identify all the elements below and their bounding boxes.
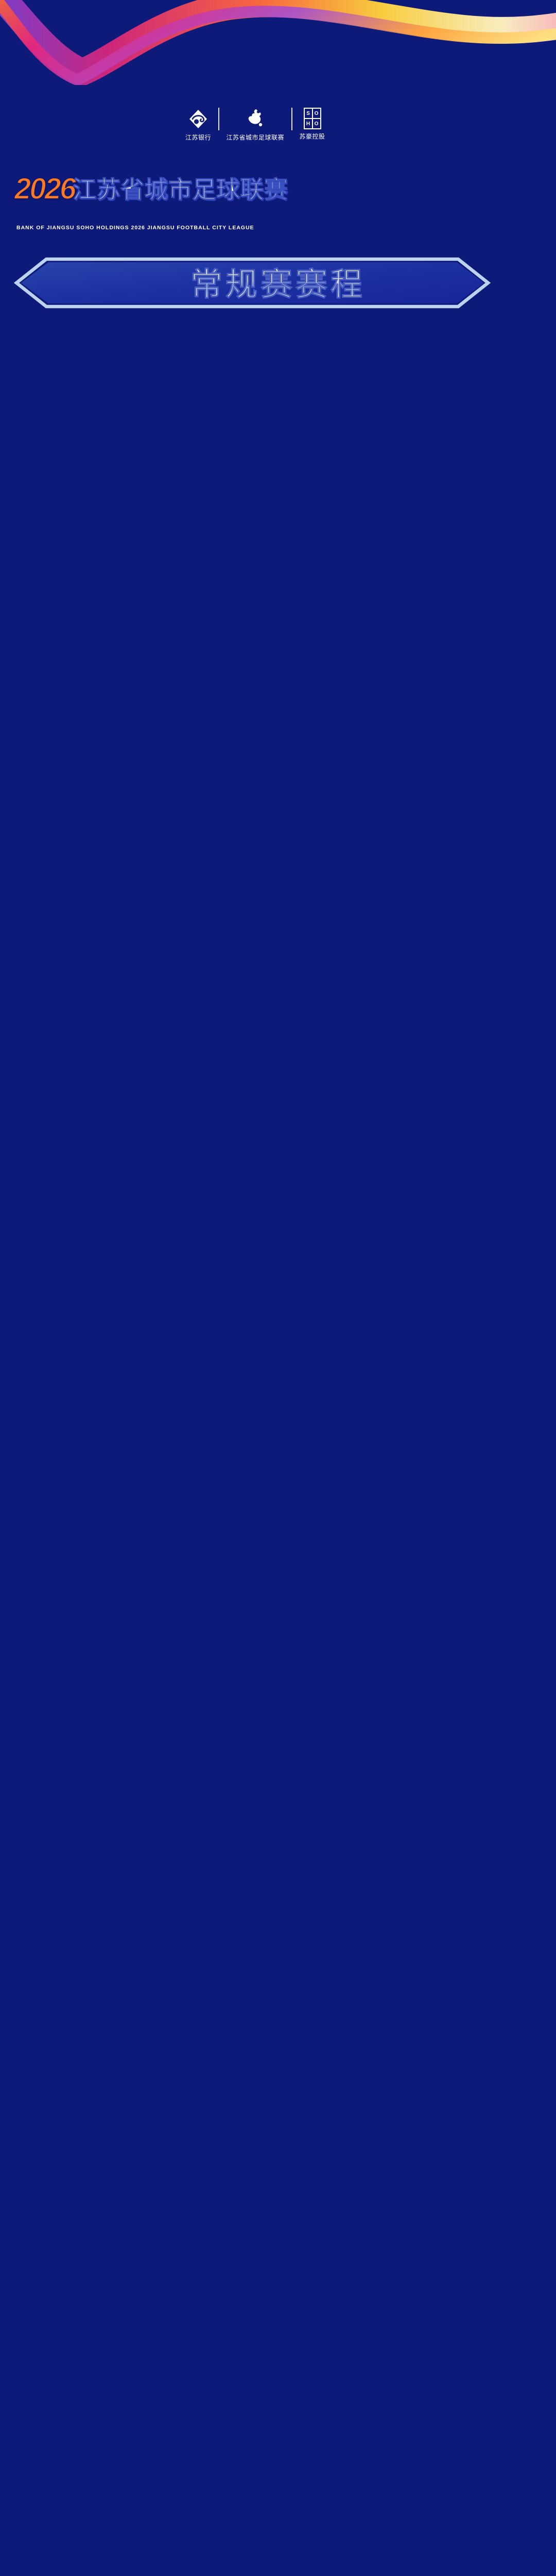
svg-text:常规赛赛程: 常规赛赛程 bbox=[190, 267, 366, 302]
